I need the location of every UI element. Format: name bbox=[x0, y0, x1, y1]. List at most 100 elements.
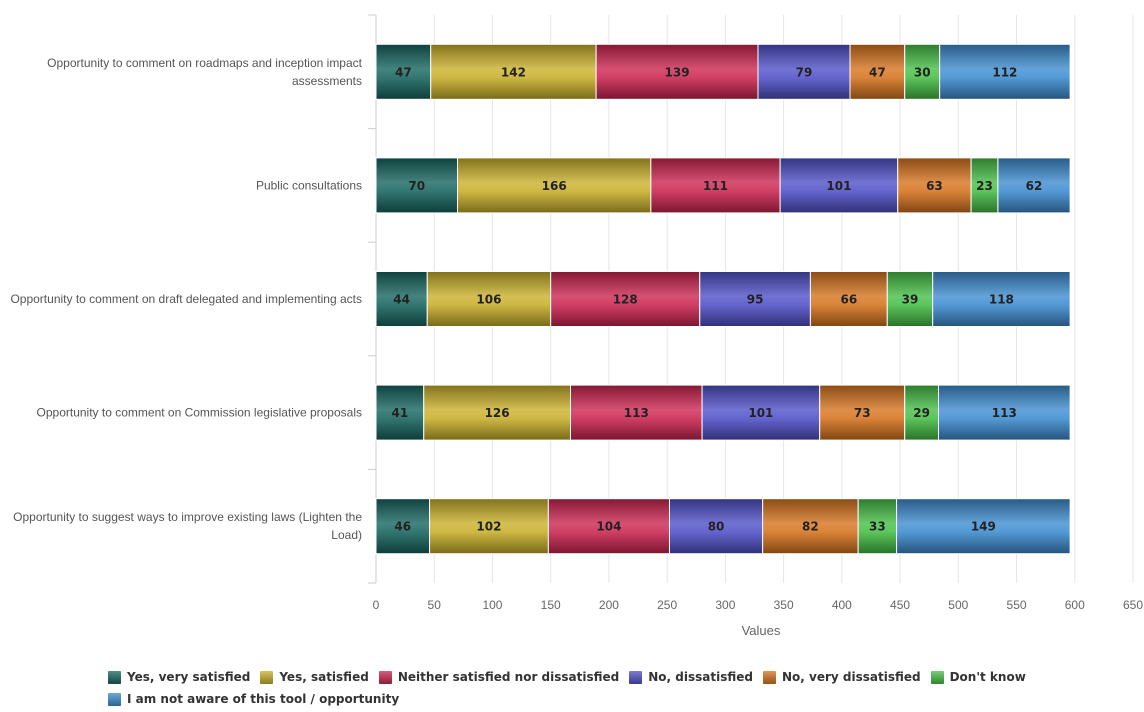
x-tick-labels: 0 50 100 150 200 250 300 350 400 450 500 550 600 650 bbox=[373, 598, 1144, 612]
category-label: Opportunity to comment on Commission leg… bbox=[37, 406, 362, 420]
legend-item[interactable]: Neither satisfied nor dissatisfied bbox=[378, 668, 620, 687]
legend-item[interactable]: Don't know bbox=[930, 668, 1026, 687]
bar-segment bbox=[650, 157, 781, 214]
legend-label: No, dissatisfied bbox=[648, 670, 753, 684]
bar-segment bbox=[970, 157, 999, 214]
bar-segment bbox=[457, 157, 652, 214]
bars: 47 142 139 79 47 30 112 70 166 111 101 63 23 62 44 106 1… bbox=[375, 43, 1071, 555]
data-label: 70 bbox=[408, 179, 425, 193]
bar-segment bbox=[857, 498, 898, 555]
legend-item[interactable]: No, dissatisfied bbox=[629, 668, 753, 687]
bar-segment bbox=[595, 43, 759, 100]
category-label: Opportunity to comment on roadmaps and i… bbox=[47, 56, 363, 88]
category-labels: Opportunity to comment on roadmaps and i… bbox=[10, 56, 362, 542]
x-tick-label: 450 bbox=[890, 598, 910, 612]
data-label: 166 bbox=[542, 179, 567, 193]
legend-swatch bbox=[260, 671, 274, 684]
bar-segment bbox=[904, 43, 941, 100]
x-tick-label: 350 bbox=[774, 598, 794, 612]
bar-segment bbox=[932, 271, 1071, 327]
stacked-bar-chart: 47 142 139 79 47 30 112 70 166 111 101 63 23 62 44 106 1… bbox=[10, 14, 1144, 638]
x-tick-label: 0 bbox=[373, 598, 380, 612]
bar-segment bbox=[896, 498, 1071, 555]
legend: Yes, very satisfied Yes, satisfied Neither… bbox=[108, 668, 1108, 712]
legend-swatch bbox=[930, 671, 944, 684]
data-label: 142 bbox=[501, 65, 526, 79]
data-label: 104 bbox=[596, 520, 621, 534]
legend-label: I am not aware of this tool / opportunit… bbox=[127, 692, 400, 706]
category-axis bbox=[368, 14, 377, 584]
data-label: 118 bbox=[989, 293, 1014, 307]
bar-segment bbox=[375, 384, 425, 441]
bar-segment bbox=[547, 498, 670, 555]
category-label: Opportunity to comment on draft delegate… bbox=[10, 292, 362, 306]
category-label: Opportunity to suggest ways to improve e… bbox=[13, 510, 362, 542]
data-label: 101 bbox=[748, 406, 773, 420]
data-label: 41 bbox=[392, 406, 409, 420]
x-tick-label: 50 bbox=[428, 598, 442, 612]
data-label: 33 bbox=[869, 520, 886, 534]
legend-swatch bbox=[378, 671, 392, 684]
bar-segment bbox=[809, 271, 888, 327]
data-label: 149 bbox=[971, 520, 996, 534]
data-label: 128 bbox=[613, 293, 638, 307]
legend-swatch bbox=[629, 671, 643, 684]
data-label: 101 bbox=[826, 179, 851, 193]
bar-segment bbox=[375, 43, 432, 100]
legend-item[interactable]: No, very dissatisfied bbox=[762, 668, 921, 687]
bar-segment bbox=[375, 498, 431, 555]
category-label: Public consultations bbox=[256, 178, 362, 192]
x-tick-label: 400 bbox=[832, 598, 852, 612]
legend-swatch bbox=[108, 693, 121, 706]
x-tick-label: 500 bbox=[948, 598, 968, 612]
legend-label: Yes, satisfied bbox=[279, 670, 369, 684]
bar-segment bbox=[886, 271, 934, 327]
data-label: 47 bbox=[395, 65, 412, 79]
data-label: 62 bbox=[1026, 179, 1043, 193]
data-label: 95 bbox=[747, 293, 764, 307]
data-label: 44 bbox=[393, 293, 410, 307]
data-label: 106 bbox=[476, 293, 501, 307]
data-label: 46 bbox=[394, 520, 411, 534]
legend-item[interactable]: Yes, very satisfied bbox=[108, 668, 250, 687]
x-tick-label: 200 bbox=[599, 598, 619, 612]
legend-label: Neither satisfied nor dissatisfied bbox=[397, 670, 620, 684]
legend-item[interactable]: I am not aware of this tool / opportunit… bbox=[108, 690, 399, 709]
legend-swatch bbox=[762, 671, 776, 684]
bar-segment bbox=[699, 271, 811, 327]
bar-segment bbox=[701, 384, 821, 441]
data-label: 23 bbox=[976, 179, 993, 193]
bar-segment bbox=[819, 384, 906, 441]
data-label: 112 bbox=[992, 65, 1017, 79]
x-tick-label: 650 bbox=[1123, 598, 1143, 612]
data-label: 126 bbox=[485, 406, 510, 420]
data-label: 82 bbox=[802, 520, 819, 534]
legend-label: No, very dissatisfied bbox=[781, 670, 921, 684]
data-label: 113 bbox=[992, 406, 1017, 420]
x-axis-title: Values bbox=[742, 623, 781, 638]
bar-segment bbox=[762, 498, 859, 555]
legend-item[interactable]: Yes, satisfied bbox=[260, 668, 369, 687]
data-label: 79 bbox=[796, 65, 813, 79]
bar-segment bbox=[904, 384, 940, 441]
data-label: 30 bbox=[914, 65, 931, 79]
legend-label: Yes, very satisfied bbox=[127, 670, 251, 684]
legend-swatch bbox=[108, 671, 121, 684]
data-label: 80 bbox=[708, 520, 725, 534]
data-label: 113 bbox=[624, 406, 649, 420]
bar-segment bbox=[423, 384, 571, 441]
bar-segment bbox=[668, 498, 764, 555]
data-label: 73 bbox=[854, 406, 871, 420]
data-label: 47 bbox=[869, 65, 886, 79]
bar-segment bbox=[430, 43, 597, 100]
data-label: 139 bbox=[665, 65, 690, 79]
bar-segment bbox=[375, 157, 459, 214]
bar-segment bbox=[426, 271, 552, 327]
data-label: 111 bbox=[703, 179, 728, 193]
data-label: 39 bbox=[902, 293, 919, 307]
bar-segment bbox=[897, 157, 972, 214]
data-label: 102 bbox=[476, 520, 501, 534]
x-tick-label: 550 bbox=[1007, 598, 1027, 612]
x-tick-label: 250 bbox=[657, 598, 677, 612]
legend-label: Don't know bbox=[949, 670, 1026, 684]
